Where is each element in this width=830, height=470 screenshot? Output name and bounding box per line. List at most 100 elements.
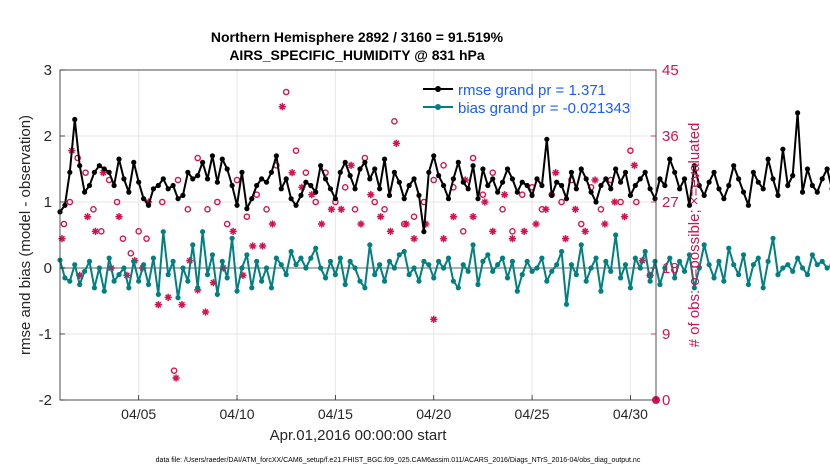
rmse-point (770, 176, 776, 182)
rmse-point (219, 156, 225, 162)
bias-point (642, 248, 648, 255)
bias-point (263, 265, 270, 271)
asterisk-stroke (509, 235, 516, 242)
asterisk-stroke (92, 228, 99, 235)
rmse-point (131, 159, 137, 165)
rmse-point (204, 176, 211, 182)
obs-evaluated-marker (386, 227, 395, 235)
rmse-point (175, 196, 181, 202)
rmse-point (721, 196, 727, 202)
rmse-point (332, 196, 338, 202)
rmse-point (259, 176, 265, 182)
rmse-point (372, 166, 378, 172)
obs-possible-marker (184, 206, 192, 213)
bias-point (219, 258, 225, 264)
bias-point (701, 242, 707, 248)
asterisk-stroke (328, 206, 335, 213)
bias-point (121, 265, 127, 271)
bias-point (254, 258, 260, 264)
obs-evaluated-marker (201, 308, 210, 316)
rmse-point (539, 182, 545, 189)
obs-possible-marker (509, 228, 516, 235)
rmse-point (180, 192, 186, 198)
rmse-point (549, 192, 555, 198)
bias-point (568, 262, 575, 268)
obs-possible-marker (499, 206, 506, 213)
obs-possible-marker (371, 198, 379, 206)
rmse-point (268, 169, 275, 175)
rmse-point (342, 159, 348, 165)
obs-evaluated-marker (552, 169, 560, 177)
bias-point (200, 229, 206, 235)
bias-point (495, 262, 501, 268)
asterisk-stroke (403, 220, 410, 228)
rmse-point (593, 199, 599, 205)
rmse-point (740, 189, 747, 195)
obs-evaluated-marker (542, 205, 550, 213)
rmse-point (283, 176, 289, 182)
rmse-point (637, 176, 643, 182)
rmse-point (499, 179, 506, 185)
obs-evaluated-marker (259, 242, 267, 250)
bias-point (145, 281, 152, 288)
rmse-point (573, 186, 579, 192)
obs-possible-marker (518, 191, 526, 198)
rmse-point (101, 166, 107, 172)
obs-evaluated-marker (561, 235, 570, 243)
bias-point (627, 285, 634, 291)
bias-point (549, 268, 555, 274)
rmse-point (145, 202, 152, 208)
bias-point (195, 285, 201, 291)
rmse-point (544, 136, 550, 142)
bias-point (347, 258, 353, 264)
bias-point (613, 232, 619, 238)
obs-evaluated-marker (249, 242, 257, 250)
rmse-point (613, 166, 619, 172)
obs-evaluated-marker (377, 213, 385, 221)
asterisk-stroke (387, 228, 394, 235)
rmse-point (357, 166, 363, 172)
rmse-point (495, 189, 501, 195)
obs-evaluated-marker (154, 301, 162, 309)
rmse-point (362, 159, 368, 165)
bias-point (681, 268, 688, 274)
asterisk-stroke (115, 213, 123, 220)
bias-point (244, 252, 250, 258)
rmse-point (391, 169, 397, 175)
obs-evaluated-marker (178, 301, 186, 309)
obs-evaluated-marker (164, 293, 172, 301)
rmse-point (150, 186, 157, 192)
obs-possible-marker (489, 169, 497, 176)
bias-point (563, 301, 570, 307)
bias-point (696, 265, 702, 271)
footer-data-file: data file: /Users/raeder/DAI/ATM_forcXX/… (156, 457, 641, 464)
rmse-point (760, 186, 766, 192)
rmse-point (367, 176, 373, 182)
rmse-point (200, 159, 206, 165)
rmse-point (209, 153, 216, 159)
bias-point (362, 285, 368, 291)
asterisk-stroke (582, 228, 589, 235)
rmse-point (809, 182, 815, 189)
bias-point (711, 275, 717, 281)
rmse-point (106, 169, 112, 175)
bias-point (667, 255, 673, 261)
bias-point (765, 258, 771, 264)
rmse-point (91, 169, 98, 175)
bias-point (583, 278, 589, 284)
bias-point (249, 285, 255, 291)
rmse-point (77, 163, 83, 169)
rmse-point (155, 182, 161, 189)
rmse-point (96, 163, 102, 169)
bias-point (229, 235, 235, 241)
bias-point (509, 258, 516, 264)
obs-evaluated-marker (449, 213, 457, 221)
obs-possible-marker (194, 154, 201, 162)
bias-point (106, 255, 112, 261)
obs-possible-marker (223, 220, 231, 228)
y-tick-label-left: -1 (39, 326, 52, 343)
bias-point (460, 262, 466, 268)
bias-point (288, 248, 294, 255)
rmse-point (785, 182, 791, 189)
